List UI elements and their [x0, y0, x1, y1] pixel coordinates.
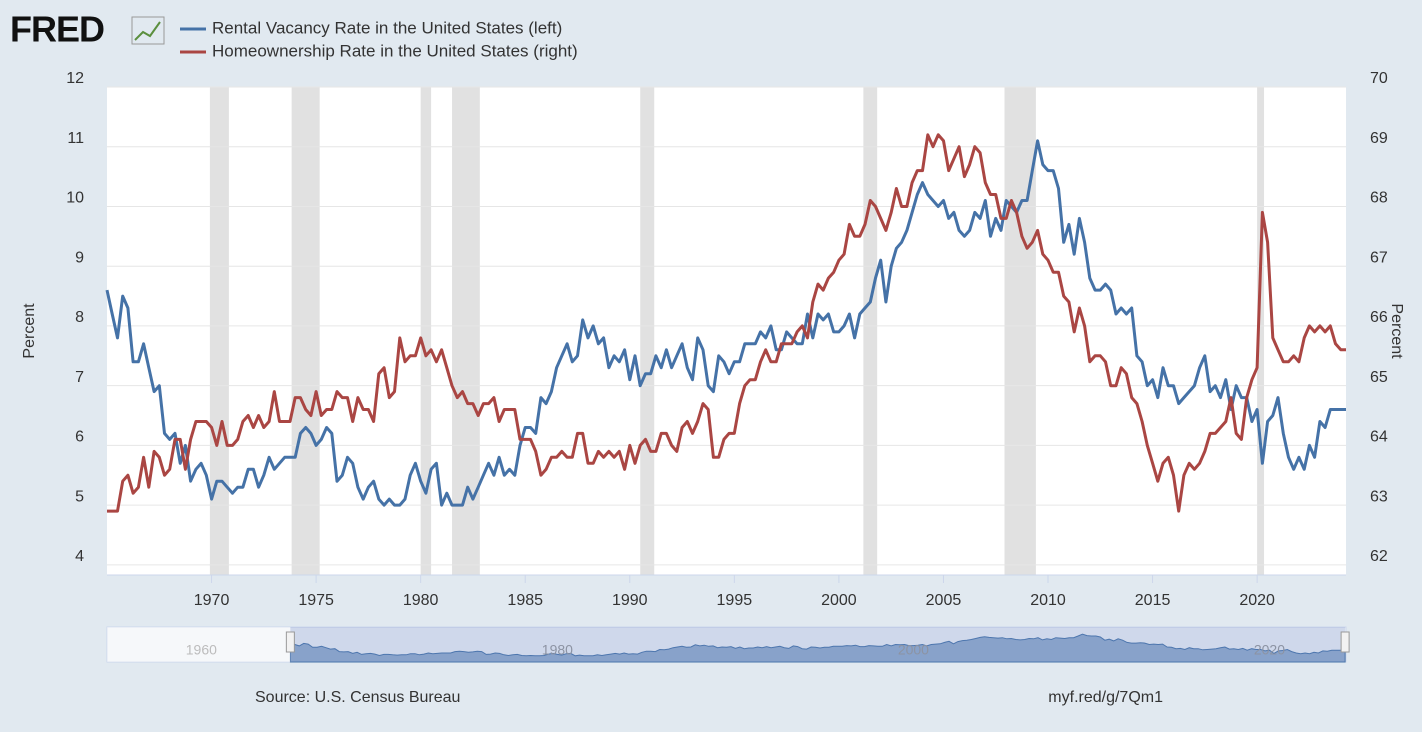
x-tick-label: 1970	[194, 592, 230, 609]
recession-shade	[640, 87, 655, 575]
x-tick-label: 2005	[926, 592, 962, 609]
y2-tick-label: 64	[1370, 429, 1388, 446]
y2-tick-label: 68	[1370, 190, 1388, 207]
y-tick-label: 9	[75, 249, 84, 266]
navigator-tick-label: 1960	[186, 642, 217, 658]
legend-label: Rental Vacancy Rate in the United States…	[212, 18, 562, 37]
navigator-selection	[290, 627, 1346, 662]
y2-tick-label: 70	[1370, 70, 1388, 87]
series-line	[107, 133, 1346, 513]
recession-shade	[1257, 87, 1265, 575]
y2-tick-label: 63	[1370, 488, 1388, 505]
logo-icon	[134, 21, 161, 41]
y-tick-label: 8	[75, 309, 84, 326]
x-tick-label: 2000	[821, 592, 857, 609]
recession-shade	[452, 87, 480, 575]
link[interactable]: myf.red/g/7Qm1	[1048, 689, 1163, 706]
navigator-tick-label: 2020	[1254, 642, 1285, 658]
x-tick-label: 1990	[612, 592, 648, 609]
y-tick-label: 5	[75, 488, 84, 505]
y-tick-label: 12	[66, 70, 84, 87]
recession-shade	[291, 87, 320, 575]
logo: FRED	[10, 9, 104, 50]
navigator-area	[289, 633, 1346, 663]
recession-shade	[863, 87, 878, 575]
y2-tick-label: 62	[1370, 548, 1388, 565]
legend-label: Homeownership Rate in the United States …	[212, 41, 578, 60]
y-tick-label: 10	[66, 190, 84, 207]
y-axis-label: Percent	[21, 303, 38, 359]
navigator-tick-label: 2000	[898, 642, 929, 658]
x-tick-label: 2010	[1030, 592, 1066, 609]
x-tick-label: 1980	[403, 592, 439, 609]
source: Source: U.S. Census Bureau	[255, 689, 460, 706]
y-tick-label: 7	[75, 369, 84, 386]
y2-tick-label: 65	[1370, 369, 1388, 386]
recession-shade	[420, 87, 432, 575]
x-tick-label: 1985	[507, 592, 543, 609]
recession-shade	[1004, 87, 1036, 575]
x-tick-label: 1975	[298, 592, 334, 609]
series-line	[105, 139, 1346, 507]
y-tick-label: 11	[67, 130, 84, 147]
y-tick-label: 6	[75, 429, 84, 446]
recession-shade	[209, 87, 229, 575]
y2-axis-label: Percent	[1388, 303, 1405, 359]
navigator-mask	[107, 627, 291, 662]
y2-tick-label: 69	[1370, 130, 1388, 147]
y-tick-label: 4	[75, 548, 84, 565]
y2-tick-label: 66	[1370, 309, 1388, 326]
navigator-tick-label: 1980	[542, 642, 573, 658]
x-tick-label: 2020	[1239, 592, 1275, 609]
navigator-handle[interactable]	[1340, 631, 1350, 653]
navigator-handle[interactable]	[285, 631, 295, 653]
x-tick-label: 2015	[1135, 592, 1171, 609]
y2-tick-label: 67	[1370, 249, 1388, 266]
x-tick-label: 1995	[717, 592, 753, 609]
logo-icon-frame	[131, 16, 165, 45]
